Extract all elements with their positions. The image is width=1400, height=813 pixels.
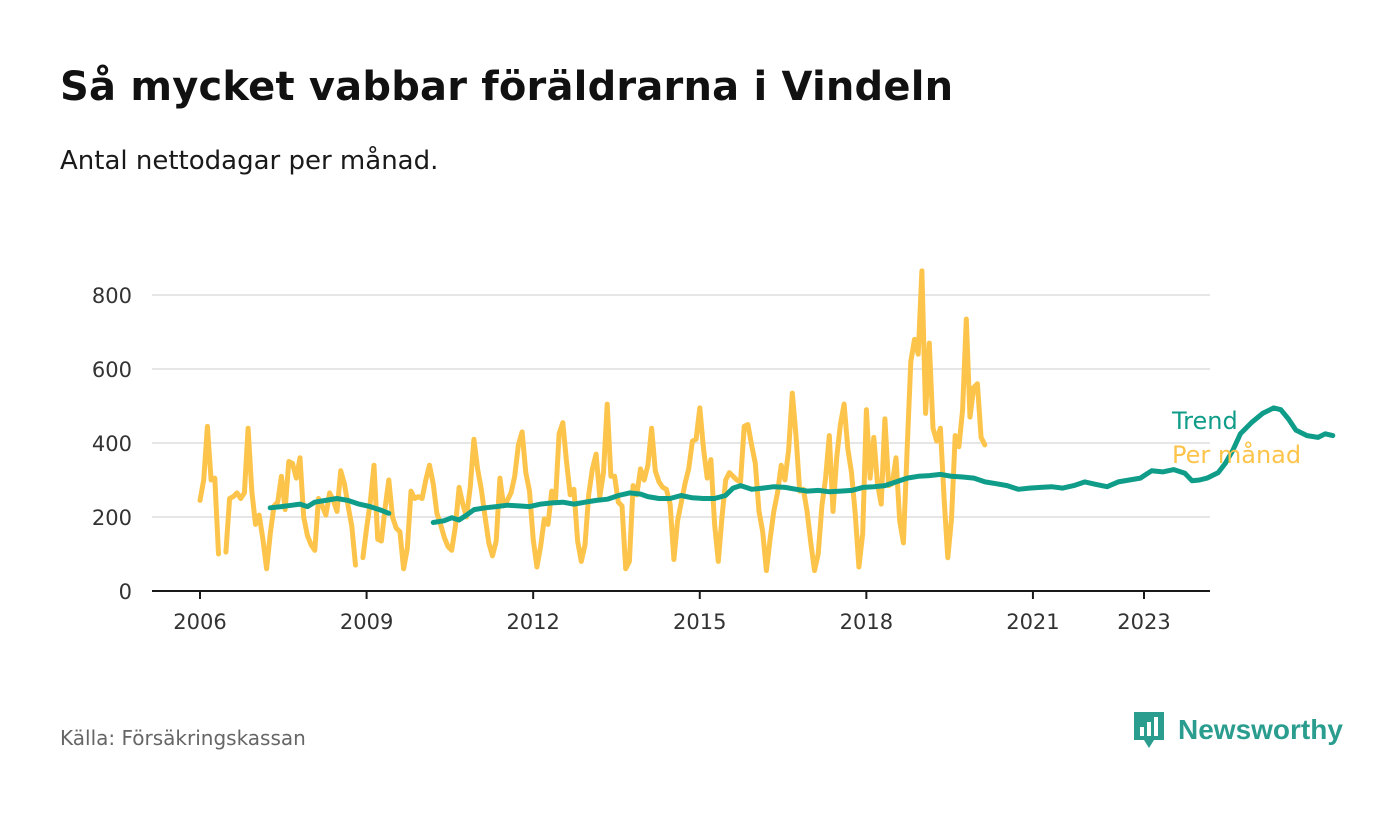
brand-name: Newsworthy bbox=[1178, 714, 1343, 745]
x-tick-label: 2006 bbox=[173, 610, 226, 634]
chart-subtitle: Antal nettodagar per månad. bbox=[60, 146, 439, 176]
y-tick-label: 0 bbox=[119, 580, 132, 604]
series-label-trend: Trend bbox=[1171, 407, 1238, 435]
x-axis-ticks: 2006 2009 2012 2015 2018 2021 2023 bbox=[173, 591, 1171, 634]
newsworthy-logo-icon bbox=[1134, 712, 1164, 748]
y-tick-label: 800 bbox=[92, 284, 132, 308]
x-tick-label: 2023 bbox=[1117, 610, 1170, 634]
x-tick-label: 2018 bbox=[840, 610, 893, 634]
series-line-per-manad bbox=[197, 268, 988, 574]
chart-title: Så mycket vabbar föräldrarna i Vindeln bbox=[60, 64, 954, 110]
series-label-per-manad: Per månad bbox=[1172, 440, 1301, 469]
grid-lines bbox=[152, 294, 1210, 518]
brand-logo: Newsworthy bbox=[1132, 710, 1343, 750]
x-tick-label: 2021 bbox=[1006, 610, 1059, 634]
x-tick-label: 2015 bbox=[673, 610, 726, 634]
y-axis-ticks: 0 200 400 600 800 bbox=[92, 284, 132, 604]
y-tick-label: 200 bbox=[92, 506, 132, 530]
y-tick-label: 600 bbox=[92, 358, 132, 382]
x-tick-label: 2012 bbox=[506, 610, 559, 634]
y-tick-label: 400 bbox=[92, 432, 132, 456]
source-note: Källa: Försäkringskassan bbox=[60, 726, 306, 750]
series-line-trend bbox=[267, 405, 1336, 525]
x-tick-label: 2009 bbox=[340, 610, 393, 634]
